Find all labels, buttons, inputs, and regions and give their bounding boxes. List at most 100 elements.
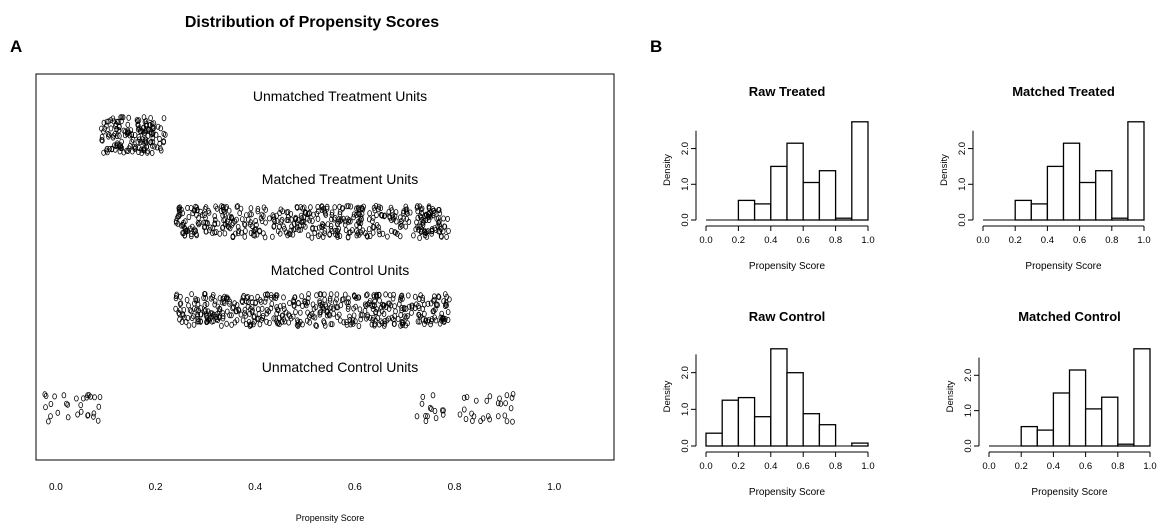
- data-point: [250, 299, 255, 306]
- x-tick-label: 0.2: [1009, 235, 1022, 246]
- histogram-bar: [737, 199, 756, 221]
- data-point: [418, 227, 424, 234]
- data-point: [154, 144, 160, 151]
- data-point: [436, 293, 441, 300]
- data-point: [401, 209, 406, 216]
- data-point: [286, 217, 291, 224]
- data-point: [184, 296, 190, 303]
- x-axis-label: Propensity Score: [296, 513, 365, 523]
- data-point: [310, 301, 316, 308]
- data-point: [48, 400, 54, 407]
- data-point: [366, 226, 372, 233]
- x-tick-label: 0.6: [797, 235, 810, 246]
- data-point: [157, 140, 163, 147]
- data-point: [124, 130, 130, 137]
- data-point: [203, 204, 209, 211]
- group-points: [99, 114, 168, 156]
- data-point: [359, 205, 365, 212]
- x-tick-label: 0.2: [149, 482, 163, 493]
- data-point: [204, 313, 209, 320]
- data-point: [485, 413, 491, 420]
- data-point: [235, 203, 241, 210]
- data-point: [367, 232, 373, 239]
- x-tick-label: 0.4: [1041, 235, 1054, 246]
- data-point: [416, 305, 422, 312]
- data-point: [219, 322, 224, 329]
- data-point: [271, 213, 277, 220]
- y-tick-label: 2.0: [957, 142, 968, 155]
- data-point: [334, 304, 339, 311]
- y-tick-label: 1.0: [957, 178, 968, 191]
- histogram-bar: [705, 432, 723, 447]
- data-point: [436, 221, 442, 228]
- data-point: [478, 417, 483, 424]
- data-point: [346, 216, 352, 223]
- data-point: [510, 391, 516, 398]
- data-point: [245, 303, 251, 310]
- data-point: [436, 228, 441, 235]
- data-point: [379, 308, 385, 315]
- data-point: [240, 317, 246, 324]
- data-point: [417, 203, 423, 210]
- group-label: Matched Treatment Units: [262, 171, 418, 187]
- data-point: [212, 213, 218, 220]
- data-point: [74, 395, 79, 402]
- data-point: [119, 118, 124, 125]
- data-point: [271, 222, 277, 229]
- data-point: [307, 209, 312, 216]
- data-point: [355, 204, 361, 211]
- data-point: [307, 319, 312, 326]
- data-point: [286, 311, 291, 318]
- data-point: [235, 230, 241, 237]
- data-point: [509, 394, 515, 401]
- data-point: [278, 218, 284, 225]
- data-point: [347, 313, 352, 320]
- data-point: [338, 217, 343, 224]
- data-point: [353, 303, 358, 310]
- data-point: [344, 319, 349, 326]
- data-point: [75, 411, 80, 418]
- data-point: [432, 225, 437, 232]
- data-point: [91, 413, 96, 420]
- histogram-bar: [851, 121, 869, 221]
- data-point: [132, 132, 138, 139]
- data-point: [309, 310, 315, 317]
- data-point: [461, 406, 467, 413]
- data-point: [405, 292, 411, 299]
- group-label: Unmatched Treatment Units: [253, 88, 427, 104]
- data-point: [296, 299, 301, 306]
- data-point: [212, 298, 218, 305]
- data-point: [230, 233, 236, 240]
- data-point: [376, 227, 382, 234]
- data-point: [55, 409, 61, 416]
- y-tick-label: 0.0: [957, 213, 968, 226]
- data-point: [487, 393, 493, 400]
- data-point: [194, 313, 200, 320]
- x-tick-label: 0.4: [1047, 461, 1060, 472]
- histogram-bar: [818, 170, 837, 221]
- data-point: [281, 223, 286, 230]
- data-point: [393, 308, 398, 315]
- x-tick-label: 0.4: [764, 461, 777, 472]
- histogram-bar: [1062, 142, 1081, 221]
- data-point: [358, 219, 364, 226]
- data-point: [220, 313, 226, 320]
- data-point: [248, 205, 254, 212]
- y-tick-label: 1.0: [680, 178, 691, 191]
- data-point: [393, 209, 399, 216]
- data-point: [277, 230, 283, 237]
- data-point: [229, 312, 234, 319]
- group-points: [173, 290, 452, 329]
- data-point: [203, 214, 208, 221]
- y-tick-label: 1.0: [680, 403, 691, 416]
- histogram-bar: [1078, 181, 1097, 221]
- data-point: [229, 214, 234, 221]
- data-point: [203, 294, 209, 301]
- x-tick-label: 0.0: [976, 235, 989, 246]
- data-point: [150, 142, 155, 149]
- data-point: [351, 292, 357, 299]
- data-point: [239, 297, 245, 304]
- data-point: [502, 412, 508, 419]
- data-point: [265, 291, 270, 298]
- x-tick-label: 0.2: [732, 461, 745, 472]
